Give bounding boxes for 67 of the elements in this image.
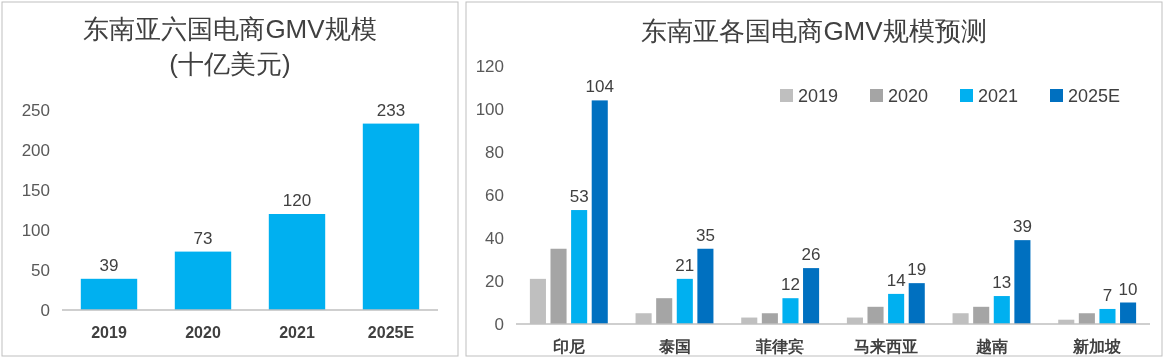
data-label: 7 [1102,285,1113,305]
bar [1120,302,1137,324]
data-label: 12 [781,275,800,295]
bar [908,283,925,324]
bar [782,298,799,324]
y-tick-label: 100 [21,221,50,240]
bar [697,248,714,324]
data-label: 14 [886,270,906,290]
bar [1014,240,1031,324]
x-tick-label: 2019 [91,324,127,341]
bar [761,313,778,324]
y-tick-label: 0 [40,301,50,320]
y-tick-label: 250 [21,101,50,120]
x-tick-label: 新加坡 [1072,338,1123,355]
legend-label: 2019 [798,86,839,106]
x-tick-label: 2025E [367,324,415,341]
y-tick-label: 50 [31,261,50,280]
legend-label: 2021 [978,86,1019,106]
bar [656,298,673,324]
bar [888,293,905,324]
y-tick-label: 0 [494,315,504,334]
y-tick-label: 40 [485,229,504,248]
data-label: 21 [675,255,695,275]
x-tick-label: 马来西亚 [853,338,918,355]
data-label: 104 [585,77,614,97]
x-tick-label: 印尼 [552,338,585,355]
bar [362,123,420,310]
y-tick-label: 100 [475,100,504,119]
bar [973,306,990,324]
bar [993,296,1010,324]
x-tick-label: 2020 [185,324,221,341]
y-tick-label: 200 [21,141,50,160]
y-tick-label: 80 [485,143,504,162]
x-tick-label: 2021 [279,324,315,341]
data-label: 39 [99,255,119,275]
data-label: 120 [282,191,312,210]
data-label: 13 [992,273,1012,293]
bar [1099,308,1116,324]
legend-label: 2025E [1068,86,1121,106]
y-tick-label: 150 [21,181,50,200]
data-label: 26 [801,245,821,265]
data-label: 233 [376,100,406,120]
x-tick-label: 菲律宾 [755,337,805,355]
x-tick-label: 越南 [974,338,1008,355]
data-label: 53 [569,187,589,207]
chart-title: 东南亚各国电商GMV规模预测 [641,16,987,46]
bar [1078,313,1095,324]
data-label: 39 [1012,217,1032,237]
x-tick-label: 泰国 [657,338,691,355]
data-label: 10 [1118,279,1138,299]
y-tick-label: 20 [485,272,504,291]
data-label: 35 [695,225,715,245]
legend-label: 2020 [888,86,929,106]
bar [867,306,884,324]
bar [80,278,138,310]
bar [803,268,820,324]
data-label: 19 [907,260,927,280]
y-tick-label: 120 [475,57,504,76]
bar [571,210,588,324]
bar [174,251,232,310]
bar [591,100,608,324]
bar [676,278,693,324]
bar [268,214,326,310]
data-label: 73 [193,228,213,248]
y-tick-label: 60 [485,186,504,205]
chart-title: 东南亚六国电商GMV规模 (十亿美元) [83,14,377,80]
bar [550,248,567,324]
